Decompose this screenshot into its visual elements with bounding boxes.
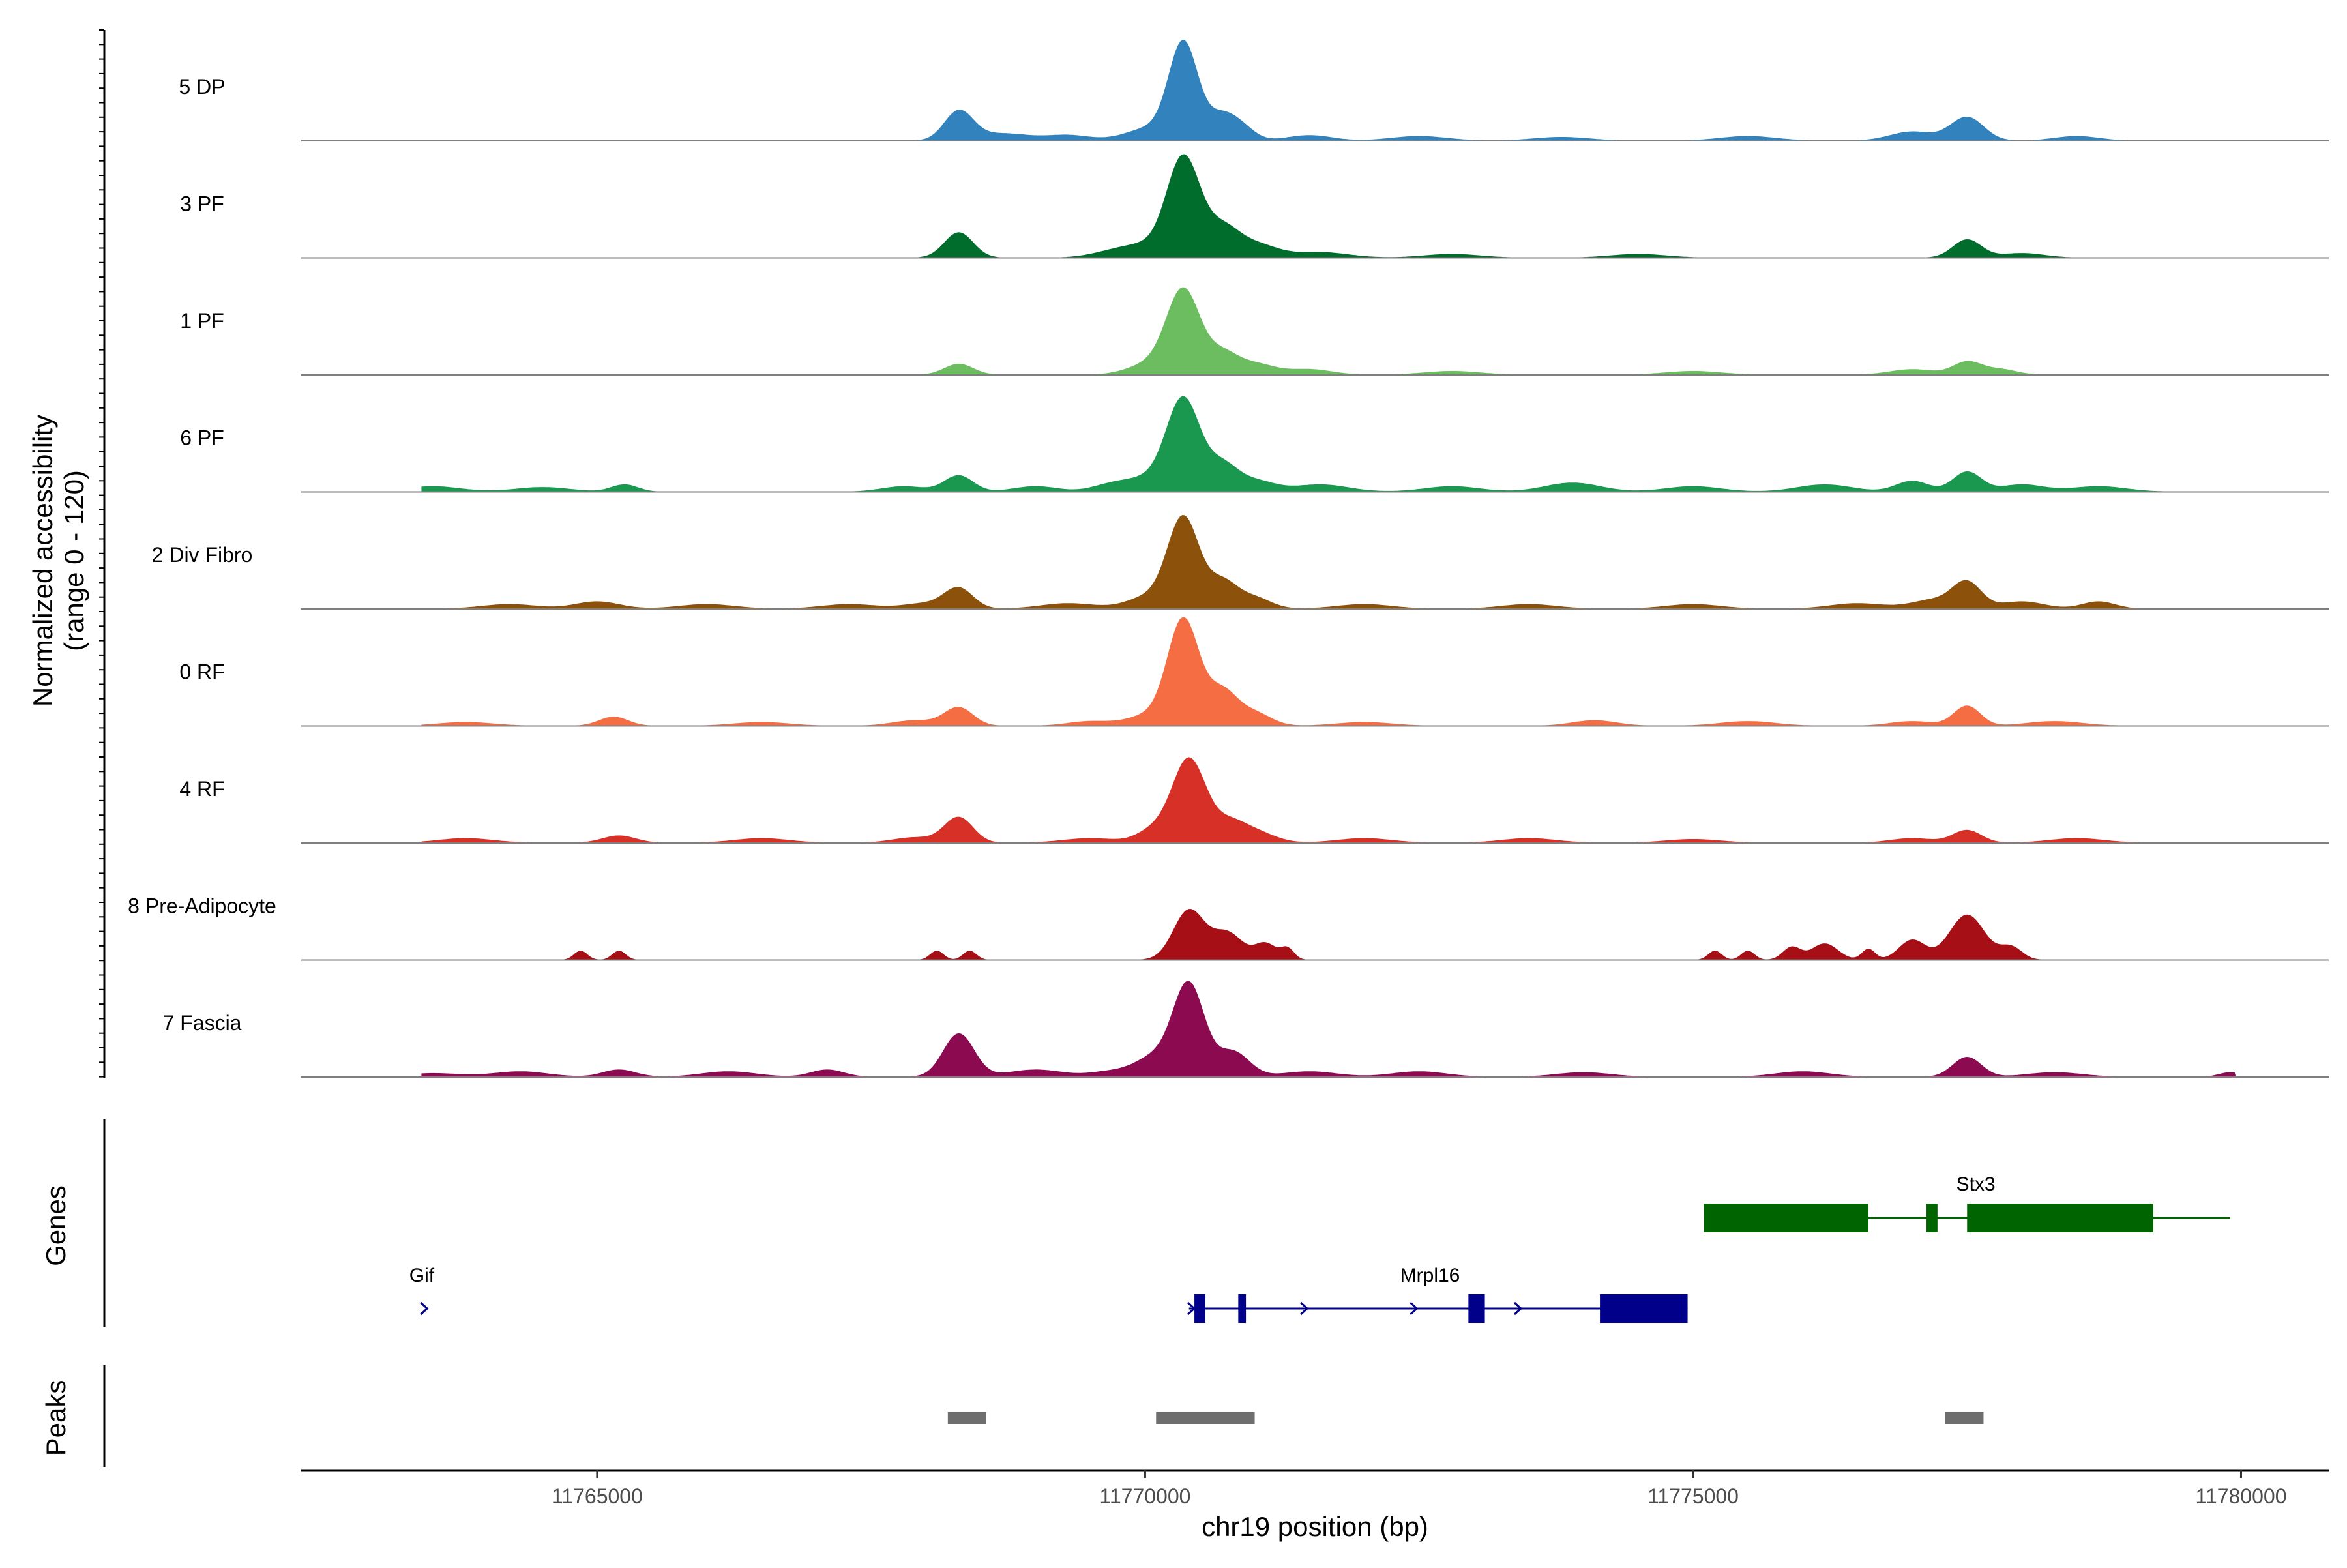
gene-label-stx3: Stx3 — [1956, 1174, 1996, 1195]
coverage-area-5-dp — [421, 40, 2236, 141]
strand-arrow-mrpl16 — [1187, 1301, 1196, 1316]
coverage-area-1-pf — [421, 287, 2236, 376]
track-7-fascia: 7 Fascia — [163, 981, 2329, 1078]
track-4-rf: 4 RF — [179, 757, 2329, 844]
x-tick-label-11770000: 11770000 — [1099, 1485, 1190, 1508]
track-2-div-fibro: 2 Div Fibro — [152, 514, 2329, 610]
track-label-6-pf: 6 PF — [180, 426, 224, 450]
track-label-3-pf: 3 PF — [180, 192, 224, 216]
gene-annotations: Gif Mrpl16 Stx3 — [409, 1174, 2230, 1323]
track-8-pre-adipocyte: 8 Pre-Adipocyte — [128, 895, 2329, 961]
y-axis-title-line2: (range 0 - 120) — [59, 470, 89, 651]
gene-exon-mrpl16 — [1194, 1294, 1205, 1323]
coverage-area-3-pf — [421, 154, 2236, 258]
gene-exon-stx3 — [1704, 1204, 1868, 1232]
peak-region-bar — [947, 1412, 986, 1424]
peak-regions — [947, 1412, 1984, 1424]
peaks-panel-title: Peaks — [40, 1380, 71, 1457]
gene-label-mrpl16: Mrpl16 — [1400, 1265, 1460, 1286]
x-axis-ticks: 11765000 11770000 11775000 11780000 — [552, 1470, 2287, 1508]
coverage-y-axis-ticks — [99, 29, 104, 1078]
x-tick-label-11775000: 11775000 — [1647, 1485, 1739, 1508]
gene-exon-stx3 — [1926, 1204, 1938, 1232]
peak-region-bar — [1945, 1412, 1984, 1424]
coverage-area-2-div-fibro — [421, 514, 2236, 610]
gene-exon-stx3 — [1967, 1204, 2154, 1232]
genes-panel-title: Genes — [40, 1185, 71, 1266]
gene-exon-mrpl16 — [1600, 1294, 1688, 1323]
y-axis-title-line1: Normalized accessibility — [27, 415, 58, 707]
gene-exon-mrpl16 — [1468, 1294, 1485, 1323]
coverage-area-7-fascia — [421, 981, 2236, 1078]
genes-panel-label: Genes — [40, 1185, 71, 1266]
gene-label-gif: Gif — [409, 1265, 435, 1286]
track-label-4-rf: 4 RF — [179, 777, 224, 801]
track-5-dp: 5 DP — [179, 40, 2329, 141]
track-3-pf: 3 PF — [180, 154, 2329, 259]
gene-mrpl16: Mrpl16 — [1187, 1265, 1688, 1323]
coverage-tracks: 5 DP 3 PF 1 PF 6 PF 2 Div Fibro 0 RF 4 RF 8 Pre… — [128, 40, 2329, 1078]
coverage-area-6-pf — [421, 396, 2236, 492]
track-label-1-pf: 1 PF — [180, 309, 224, 333]
track-1-pf: 1 PF — [180, 287, 2329, 376]
coverage-area-8-pre-adipocyte — [421, 909, 2236, 960]
x-tick-label-11765000: 11765000 — [552, 1485, 643, 1508]
track-label-7-fascia: 7 Fascia — [163, 1011, 242, 1035]
track-label-0-rf: 0 RF — [179, 660, 224, 684]
gene-exon-mrpl16 — [1238, 1294, 1247, 1323]
track-label-2-div-fibro: 2 Div Fibro — [152, 543, 253, 567]
gene-gif: Gif — [409, 1265, 435, 1316]
track-label-5-dp: 5 DP — [179, 75, 225, 98]
strand-arrow-mrpl16 — [1513, 1301, 1523, 1316]
gene-stx3: Stx3 — [1704, 1174, 2230, 1232]
track-6-pf: 6 PF — [180, 396, 2329, 493]
coverage-area-0-rf — [421, 617, 2236, 726]
y-axis-title: Normalized accessibility (range 0 - 120) — [27, 415, 89, 707]
peaks-panel-label: Peaks — [40, 1380, 71, 1457]
track-label-8-pre-adipocyte: 8 Pre-Adipocyte — [128, 895, 276, 918]
strand-arrow-gif — [420, 1301, 429, 1316]
coverage-area-4-rf — [421, 757, 2236, 844]
x-tick-label-11780000: 11780000 — [2196, 1485, 2287, 1508]
x-axis-title: chr19 position (bp) — [1202, 1511, 1428, 1542]
peak-region-bar — [1156, 1412, 1255, 1424]
track-0-rf: 0 RF — [179, 617, 2329, 727]
strand-arrow-mrpl16 — [1300, 1301, 1309, 1316]
strand-arrow-mrpl16 — [1410, 1301, 1419, 1316]
